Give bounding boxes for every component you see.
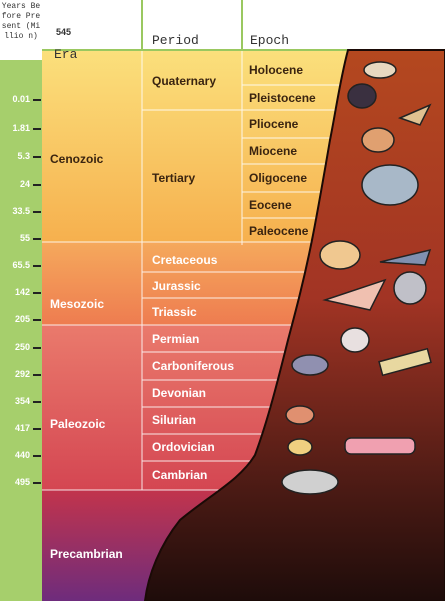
epoch-label: Pliocene — [249, 117, 299, 131]
year-label: 142 — [14, 287, 30, 297]
period-label: Devonian — [152, 386, 207, 400]
year-label: 24 — [19, 179, 30, 189]
era-label: Paleozoic — [50, 417, 106, 431]
period-label: Triassic — [152, 305, 197, 319]
year-label: 292 — [14, 369, 30, 379]
period-label: Jurassic — [152, 279, 201, 293]
years-column — [0, 0, 42, 601]
year-label: 1.81 — [12, 123, 30, 133]
epoch-label: Eocene — [249, 198, 292, 212]
period-label: Tertiary — [152, 171, 196, 185]
years-label: Years Before Present (Millio n) — [1, 2, 41, 41]
year-label: 5.3 — [17, 151, 30, 161]
year-label: 417 — [14, 423, 30, 433]
year-label: 55 — [19, 233, 30, 243]
epoch-label: Miocene — [249, 144, 298, 158]
period-label: Permian — [152, 332, 200, 346]
period-label: Carboniferous — [152, 359, 235, 373]
period-label: Quaternary — [152, 74, 217, 88]
year-label: 205 — [14, 314, 30, 324]
period-label: Cambrian — [152, 468, 208, 482]
epoch-label: Paleocene — [249, 224, 309, 238]
year-label: 33.5 — [12, 206, 30, 216]
year-label: 65.5 — [12, 260, 30, 270]
years-header-bg — [0, 0, 42, 60]
year-label: 250 — [14, 342, 30, 352]
era-label: Precambrian — [50, 547, 123, 561]
era-label: Cenozoic — [50, 152, 104, 166]
year-ticks — [33, 99, 41, 484]
year-label: 0.01 — [12, 94, 30, 104]
era-label: Mesozoic — [50, 297, 105, 311]
header-bg — [42, 0, 445, 50]
top-year: 545 — [56, 27, 72, 37]
fossils — [281, 61, 432, 495]
epoch-label: Pleistocene — [249, 91, 316, 105]
period-label: Cretaceous — [152, 253, 218, 267]
epoch-header: Epoch — [250, 33, 290, 48]
period-header: Period — [152, 33, 199, 48]
epoch-label: Oligocene — [249, 171, 308, 185]
year-label: 354 — [14, 396, 30, 406]
epoch-label: Holocene — [249, 63, 304, 77]
year-label: 440 — [14, 450, 30, 460]
period-label: Silurian — [152, 413, 197, 427]
period-label: Ordovician — [152, 440, 215, 454]
era-header: Era — [54, 47, 78, 62]
year-label: 495 — [14, 477, 30, 487]
